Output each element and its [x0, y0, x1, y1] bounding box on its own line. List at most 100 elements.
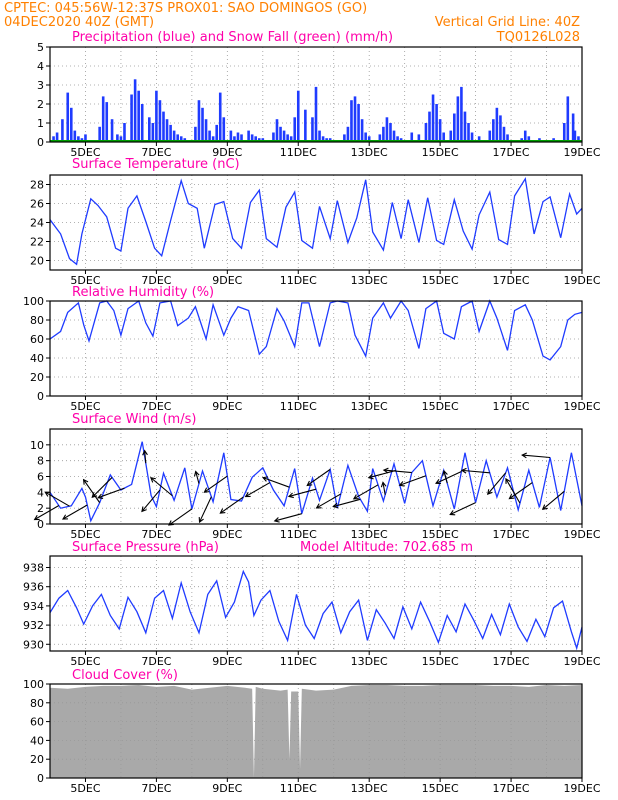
precip-bar: [488, 130, 492, 142]
precip-bar: [573, 130, 577, 142]
wind-arrow: [195, 471, 200, 484]
wind-arrow: [443, 470, 448, 484]
wind-arrow-head: [97, 493, 104, 499]
precip-y-tick-label: 1: [37, 117, 44, 130]
humidity-x-tick-label: 9DEC: [212, 400, 242, 413]
cloud-x-tick-label: 7DEC: [141, 782, 171, 795]
precip-bar: [201, 107, 204, 142]
cloud-y-tick-label: 80: [30, 697, 44, 710]
precip-bar: [55, 132, 59, 142]
precip-bar: [456, 96, 460, 142]
wind-arrow: [168, 508, 193, 526]
pressure-x-tick-label: 5DEC: [70, 655, 100, 668]
precip-bar: [470, 132, 474, 142]
model-altitude-label: Model Altitude: 702.685 m: [300, 540, 473, 555]
wind-arrow: [353, 484, 379, 500]
wind-arrow-head: [150, 477, 156, 483]
wind-arrow: [316, 493, 342, 509]
wind-arrow-head: [380, 481, 387, 488]
temperature-y-tick-label: 26: [30, 198, 44, 211]
wind-arrow-head: [203, 487, 210, 493]
wind-arrow: [461, 469, 490, 474]
wind-arrow: [274, 513, 302, 522]
precip-bar: [272, 132, 275, 142]
precip-bar: [197, 100, 201, 142]
header-line1: CPTEC: 045:56W-12:37S PROX01: SAO DOMING…: [4, 1, 367, 16]
precip-y-tick-label: 4: [37, 60, 44, 73]
precip-bar: [250, 134, 254, 142]
precip-bar: [428, 111, 431, 142]
wind-arrow: [368, 469, 396, 479]
wind-arrow-head: [273, 517, 280, 523]
humidity-title: Relative Humidity (%): [72, 285, 214, 300]
humidity-x-tick-label: 7DEC: [141, 400, 171, 413]
precip-bar: [233, 136, 236, 142]
precip-bar: [410, 132, 414, 142]
humidity-y-tick-label: 40: [30, 352, 44, 365]
precip-bar: [133, 79, 137, 142]
wind-arrow: [220, 496, 244, 514]
precip-bar: [417, 134, 421, 142]
precip-bar: [179, 136, 183, 142]
wind-arrow-head: [141, 506, 147, 513]
precip-bar: [449, 130, 453, 142]
precip-bar: [169, 124, 172, 142]
precip-x-tick-label: 17DEC: [493, 146, 530, 159]
wind-arrow-head: [442, 469, 448, 476]
wind-arrow-head: [61, 514, 69, 520]
wind-x-tick-label: 11DEC: [280, 528, 317, 541]
wind-title: Surface Wind (m/s): [72, 412, 196, 427]
precip-x-tick-label: 13DEC: [351, 146, 388, 159]
pressure-x-tick-label: 13DEC: [351, 655, 388, 668]
wind-arrow-head: [508, 493, 515, 500]
wind-arrow-head: [198, 517, 204, 524]
wind-arrow-head: [367, 473, 374, 480]
wind-arrow: [144, 450, 147, 464]
humidity-y-tick-label: 100: [23, 295, 44, 308]
precip-bar: [318, 130, 321, 142]
cloud-x-tick-label: 17DEC: [493, 782, 530, 795]
precip-bar: [566, 96, 570, 142]
wind-x-tick-label: 5DEC: [70, 528, 100, 541]
precip-bar: [392, 130, 396, 142]
precip-x-tick-label: 5DEC: [70, 146, 100, 159]
temperature-x-tick-label: 11DEC: [280, 274, 317, 287]
precip-bar: [378, 134, 382, 142]
temperature-x-tick-label: 15DEC: [422, 274, 459, 287]
temperature-x-tick-label: 7DEC: [141, 274, 171, 287]
precip-bar: [247, 130, 250, 142]
panels: 0 1 2 3 4 5 5DEC 7DEC 9DEC 11DEC 13DEC 15DEC 17DEC 19…: [23, 41, 601, 795]
precip-bar: [155, 90, 158, 142]
humidity-y-tick-label: 20: [30, 371, 44, 384]
precip-bar: [435, 104, 438, 142]
precip-bar: [382, 126, 385, 142]
precip-x-tick-label: 15DEC: [422, 146, 459, 159]
precip-bar: [453, 113, 456, 142]
temperature-x-tick-label: 17DEC: [493, 274, 530, 287]
precip-bar: [492, 119, 495, 142]
temperature-y-tick-label: 24: [30, 217, 44, 230]
cloud-y-tick-label: 0: [37, 772, 44, 785]
humidity-x-tick-label: 5DEC: [70, 400, 100, 413]
precip-bar: [222, 117, 226, 142]
wind-x-tick-label: 15DEC: [422, 528, 459, 541]
cloud-x-tick-label: 15DEC: [422, 782, 459, 795]
wind-arrow: [449, 502, 476, 515]
pressure-y-tick-label: 938: [23, 562, 44, 575]
wind-y-tick-label: 2: [37, 502, 44, 515]
precip-bar: [211, 136, 215, 142]
wind-arrow-head: [219, 508, 226, 514]
precip-bar: [314, 86, 318, 142]
wind-arrow-head: [487, 489, 493, 496]
cloud-y-tick-label: 40: [30, 734, 44, 747]
wind-arrow: [487, 472, 507, 495]
pressure-y-tick-label: 934: [23, 600, 44, 613]
pressure-x-tick-label: 19DEC: [563, 655, 600, 668]
precip-bar: [293, 117, 297, 142]
cloud-y-tick-label: 100: [23, 678, 44, 691]
wind-arrow-head: [434, 478, 442, 485]
precip-bar: [77, 136, 80, 142]
temperature-x-tick-label: 9DEC: [212, 274, 242, 287]
precip-bar: [119, 136, 123, 142]
pressure-x-tick-label: 7DEC: [141, 655, 171, 668]
